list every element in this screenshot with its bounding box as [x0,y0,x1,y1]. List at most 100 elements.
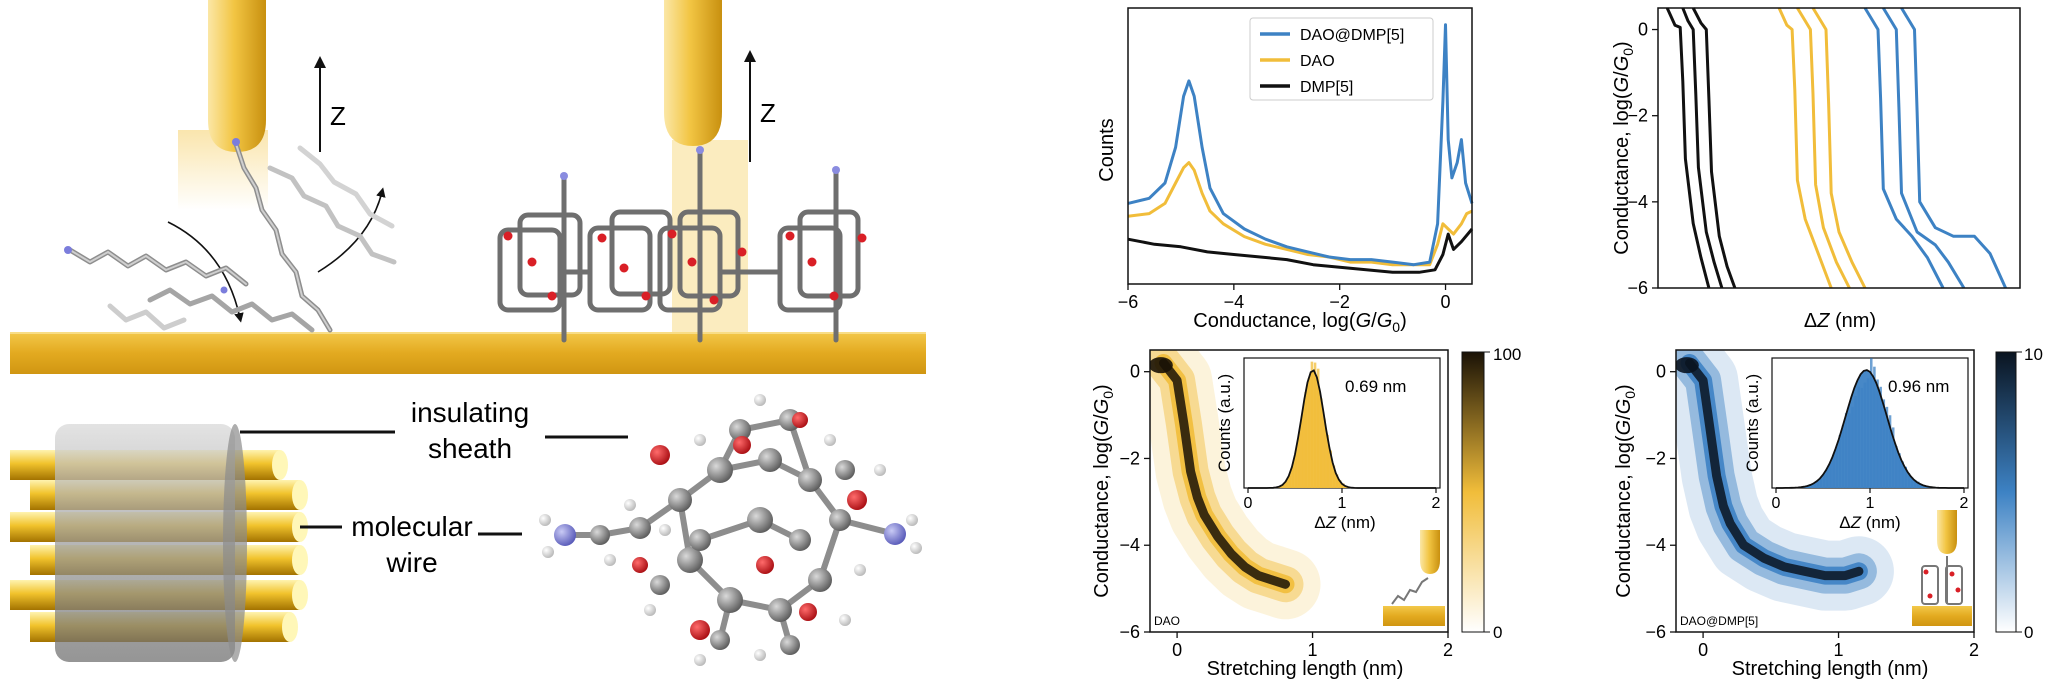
inset-histogram-bar [1888,415,1892,488]
inset-histogram-bar [1848,413,1851,488]
density-dao-inset: 0 1 2 0.69 nm Counts (a.u.) ΔZ (nm) [1215,357,1441,532]
inset-histogram-bar [1307,378,1311,488]
inset-x-tick-label: 2 [1432,495,1441,512]
inset-dao-dmp-annotation: 0.96 nm [1888,377,1949,396]
inset-histogram-bar [1298,432,1301,488]
inset-histogram-bar [1816,481,1820,488]
inset-histogram-bar [1910,477,1914,488]
inset-histogram-bar [1904,466,1907,488]
inset-histogram-bar [1917,481,1920,488]
inset-x-tick-label: 1 [1338,495,1347,512]
trace-line [1665,7,1711,289]
break-junction-schematic: Z Z [10,0,926,666]
density-y-tick-label: 0 [1130,362,1140,382]
density-dao-dmp-junction-icon [1912,510,1972,626]
insulating-sheath [55,424,235,662]
hist-x-tick-label: −2 [1329,292,1350,312]
density-dao-dmp-ticks: 0 1 2 0 −2 −4 −6 [1645,362,1979,660]
inset-histogram-bar [1332,465,1336,488]
density-dao: 0 1 2 0 −2 −4 −6 Conductance, log(G/G0) Stretc… [1091,345,1521,680]
inset-histogram-bar [1291,467,1295,488]
inset-histogram-bar [1320,398,1323,488]
density-y-tick-label: −2 [1119,448,1140,468]
hist-legend-label: DAO@DMP[5] [1300,27,1404,44]
hist-series-line [1127,228,1474,274]
density-dao-dmp-map [1676,350,1894,611]
inset-histogram-bar [1907,473,1911,488]
curved-arrow-down [167,221,244,323]
inset-histogram-bar [1819,478,1823,488]
inset-histogram-bar [1335,474,1339,488]
inset-dao-ylabel: Counts (a.u.) [1215,374,1234,472]
density-y-tick-label: −6 [1645,622,1666,642]
traces-y-tick-label: 0 [1638,20,1648,40]
colorbar-dao-dmp-min: 0 [2024,623,2033,642]
inset-histogram-bar [1832,454,1835,488]
inset-gaussian-fit [1776,369,1964,489]
density-ridge [1159,358,1290,589]
density-dao-map [1150,350,1321,620]
inset-histogram-bar [1310,361,1314,488]
inset-histogram-bar [1860,387,1864,488]
traces-y-tick-label: −6 [1627,278,1648,298]
inset-histogram-bar [1851,406,1854,488]
hist-series-line [1127,23,1474,267]
traces-ylabel: Conductance, log(G/G0) [1611,41,1636,254]
inset-histogram-bar [1901,461,1904,488]
trace-line [1882,7,1966,289]
density-y-tick-label: −2 [1645,448,1666,468]
density-dao-dmp-corner-label: DAO@DMP[5] [1680,614,1758,628]
inset-x-tick-label: 2 [1960,495,1969,512]
stm-tip-left [178,0,268,210]
inset-histogram-bar [1823,474,1826,488]
density-dao-ticks: 0 1 2 0 −2 −4 −6 [1119,362,1453,660]
density-y-tick-label: −4 [1119,535,1140,555]
inset-histogram-bar [1323,418,1326,488]
density-dao-dmp-ylabel: Conductance, log(G/G0) [1613,384,1638,597]
inset-histogram-bar [1873,366,1876,488]
density-dao-corner-label: DAO [1154,614,1180,628]
z-label-left: Z [330,101,346,131]
trace-line [1811,7,1867,289]
inset-histogram-bar [1920,483,1923,488]
density-g0-cluster [1676,357,1699,374]
z-label-right: Z [760,98,776,128]
inset-histogram-bar [1313,362,1317,488]
inset-histogram-bar [1282,484,1285,488]
traces-ticks: 0 −2 −4 −6 [1627,20,1658,298]
inset-histogram-bar [1913,479,1917,488]
flexible-molecules-atoms [64,138,240,294]
inset-histogram-bar [1285,482,1289,488]
inset-histogram-bar [1326,434,1329,488]
inset-histogram-bar [1866,378,1870,488]
inset-histogram-bar [1304,392,1307,488]
label-sheath: sheath [428,433,512,464]
density-x-tick-label: 2 [1443,640,1453,660]
density-y-tick-label: −6 [1119,622,1140,642]
inset-histogram-bar [1835,447,1839,488]
conductance-traces: 0 −2 −4 −6 Conductance, log(G/G0) ΔZ (nm) [1611,7,2021,332]
trace-series-group [1665,7,2007,289]
density-ridge [1685,358,1864,581]
inset-histogram-bar [1879,386,1882,488]
traces-xlabel: ΔZ (nm) [1804,310,1876,332]
inset-histogram-bar [1898,453,1901,488]
flexible-molecules [67,141,397,333]
inset-histogram-bar [1876,379,1879,488]
inset-x-tick-label: 0 [1244,495,1253,512]
inset-histogram-bar [1807,485,1810,488]
insulated-wire-bundle [10,424,308,662]
conductance-histogram: DAO@DMP[5] DAO DMP[5] −6 −4 −2 0 Counts Condu… [1096,7,1474,335]
hist-frame [1127,7,1473,285]
inset-histogram-bar [1829,462,1832,488]
trace-line [1777,7,1833,289]
label-wire: wire [385,547,437,578]
inset-dao-dmp-ylabel: Counts (a.u.) [1743,374,1762,472]
inset-histogram-bar [1338,480,1342,488]
hist-legend-box [1249,17,1434,101]
density-x-tick-label: 0 [1698,640,1708,660]
inset-x-tick-label: 1 [1866,495,1875,512]
colorbar-dao-dmp-max: 10 [2024,345,2043,364]
hist-x-tick-label: 0 [1441,292,1451,312]
